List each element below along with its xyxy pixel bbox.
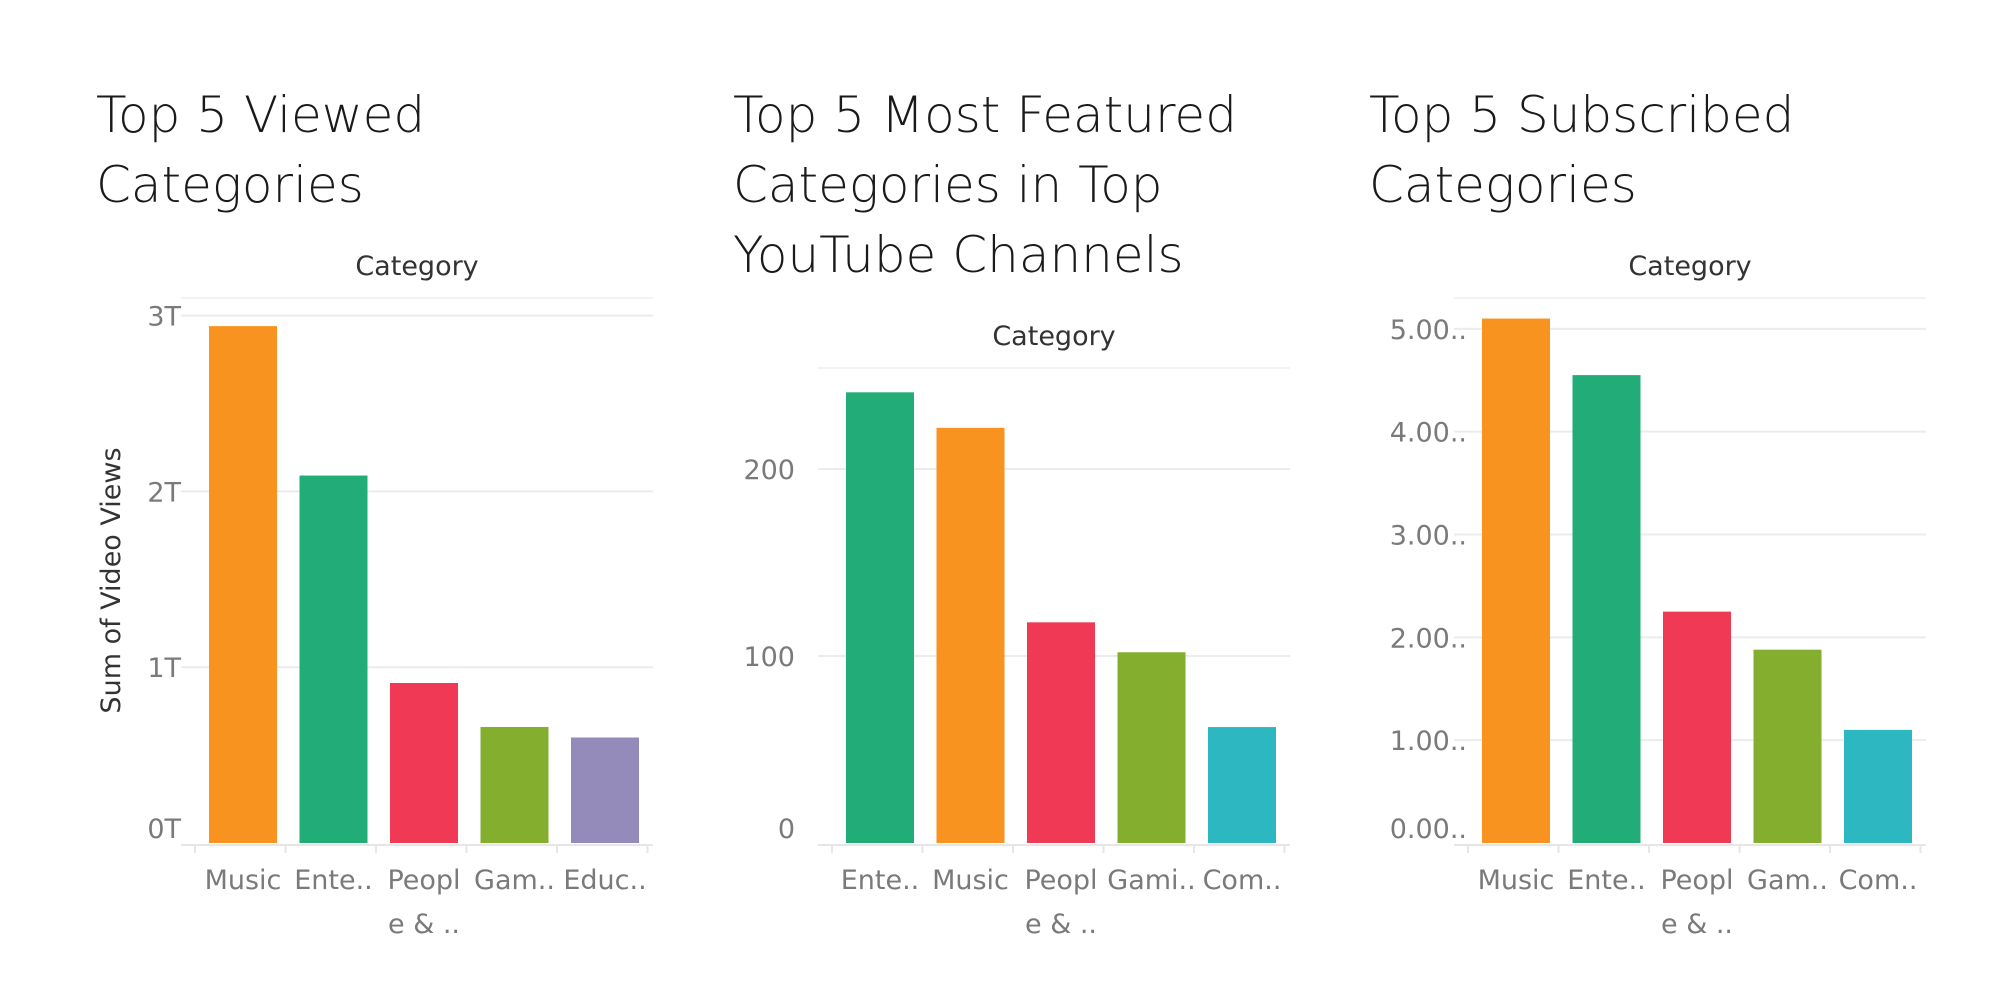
x-tick-label: Com.. <box>1839 865 1918 896</box>
chart-title: Top 5 Subscribed Categories <box>1369 86 1795 214</box>
x-tick-label: Peopl e & .. <box>1024 865 1097 940</box>
viewed-categories-chart: Top 5 Viewed Categories Category 0T 1T 2T 3T… <box>96 0 656 998</box>
bar <box>209 326 277 843</box>
bar <box>1844 729 1912 843</box>
x-tick-label: Ente.. <box>841 865 920 896</box>
bar <box>390 683 458 843</box>
x-tick-label: Ente.. <box>294 865 373 896</box>
chart-title: Top 5 Most Featured Categories in Top Yo… <box>733 86 1237 284</box>
y-tick-label: 100 <box>743 642 795 673</box>
y-tick-label: 3.00.. <box>1390 521 1467 552</box>
x-tick-label: Com.. <box>1203 865 1282 896</box>
y-tick-label: 1T <box>147 653 181 684</box>
y-axis-label: Sum of Video Views <box>96 447 127 713</box>
y-tick-label: 0 <box>778 814 795 845</box>
x-tick-label: Gam.. <box>474 865 555 896</box>
viewed-categories-plot: Category 0T 1T 2T 3T Sum of Video Views Music E… <box>96 251 653 940</box>
bar <box>1117 652 1186 843</box>
bar <box>571 737 639 843</box>
x-tick-label: Educ.. <box>563 865 646 896</box>
y-tick-label: 3T <box>147 302 181 333</box>
y-tick-label: 4.00.. <box>1390 418 1467 449</box>
bar <box>1753 649 1822 843</box>
y-tick-label: 0.00.. <box>1390 814 1467 845</box>
category-header: Category <box>355 251 478 282</box>
bar <box>1482 318 1550 843</box>
y-tick-label: 2.00.. <box>1390 623 1467 654</box>
bar <box>299 475 368 843</box>
bar <box>936 427 1005 843</box>
bar <box>1572 375 1641 843</box>
x-tick-label: Music <box>205 865 282 896</box>
y-tick-label: 1.00.. <box>1390 726 1467 757</box>
x-tick-label: Gam.. <box>1747 865 1828 896</box>
bar <box>480 726 549 843</box>
y-tick-label: 2T <box>147 477 181 508</box>
bar <box>1027 622 1095 843</box>
featured-categories-plot: Category 0 100 200 Ente.. Music Peopl e & .. Gam… <box>743 321 1290 940</box>
x-tick-label: Music <box>932 865 1009 896</box>
featured-categories-chart: Top 5 Most Featured Categories in Top Yo… <box>733 0 1293 998</box>
bar <box>1208 727 1276 843</box>
subscribed-categories-plot: Category 0.00.. 1.00.. 2.00.. 3.00.. 4.00.. 5.… <box>1390 251 1926 940</box>
subscribed-categories-chart: Top 5 Subscribed Categories Category 0.00… <box>1369 0 1929 998</box>
y-tick-label: 200 <box>743 455 795 486</box>
bar <box>846 392 914 843</box>
bar <box>1663 611 1731 843</box>
category-header: Category <box>992 321 1115 352</box>
x-tick-label: Music <box>1478 865 1555 896</box>
chart-title: Top 5 Viewed Categories <box>96 86 426 214</box>
category-header: Category <box>1628 251 1751 282</box>
x-tick-label: Peopl e & .. <box>1660 865 1733 940</box>
x-tick-label: Ente.. <box>1567 865 1646 896</box>
x-tick-label: Peopl e & .. <box>387 865 460 940</box>
x-tick-label: Gami.. <box>1107 865 1195 896</box>
y-tick-label: 0T <box>147 814 181 845</box>
y-tick-label: 5.00.. <box>1390 315 1467 346</box>
